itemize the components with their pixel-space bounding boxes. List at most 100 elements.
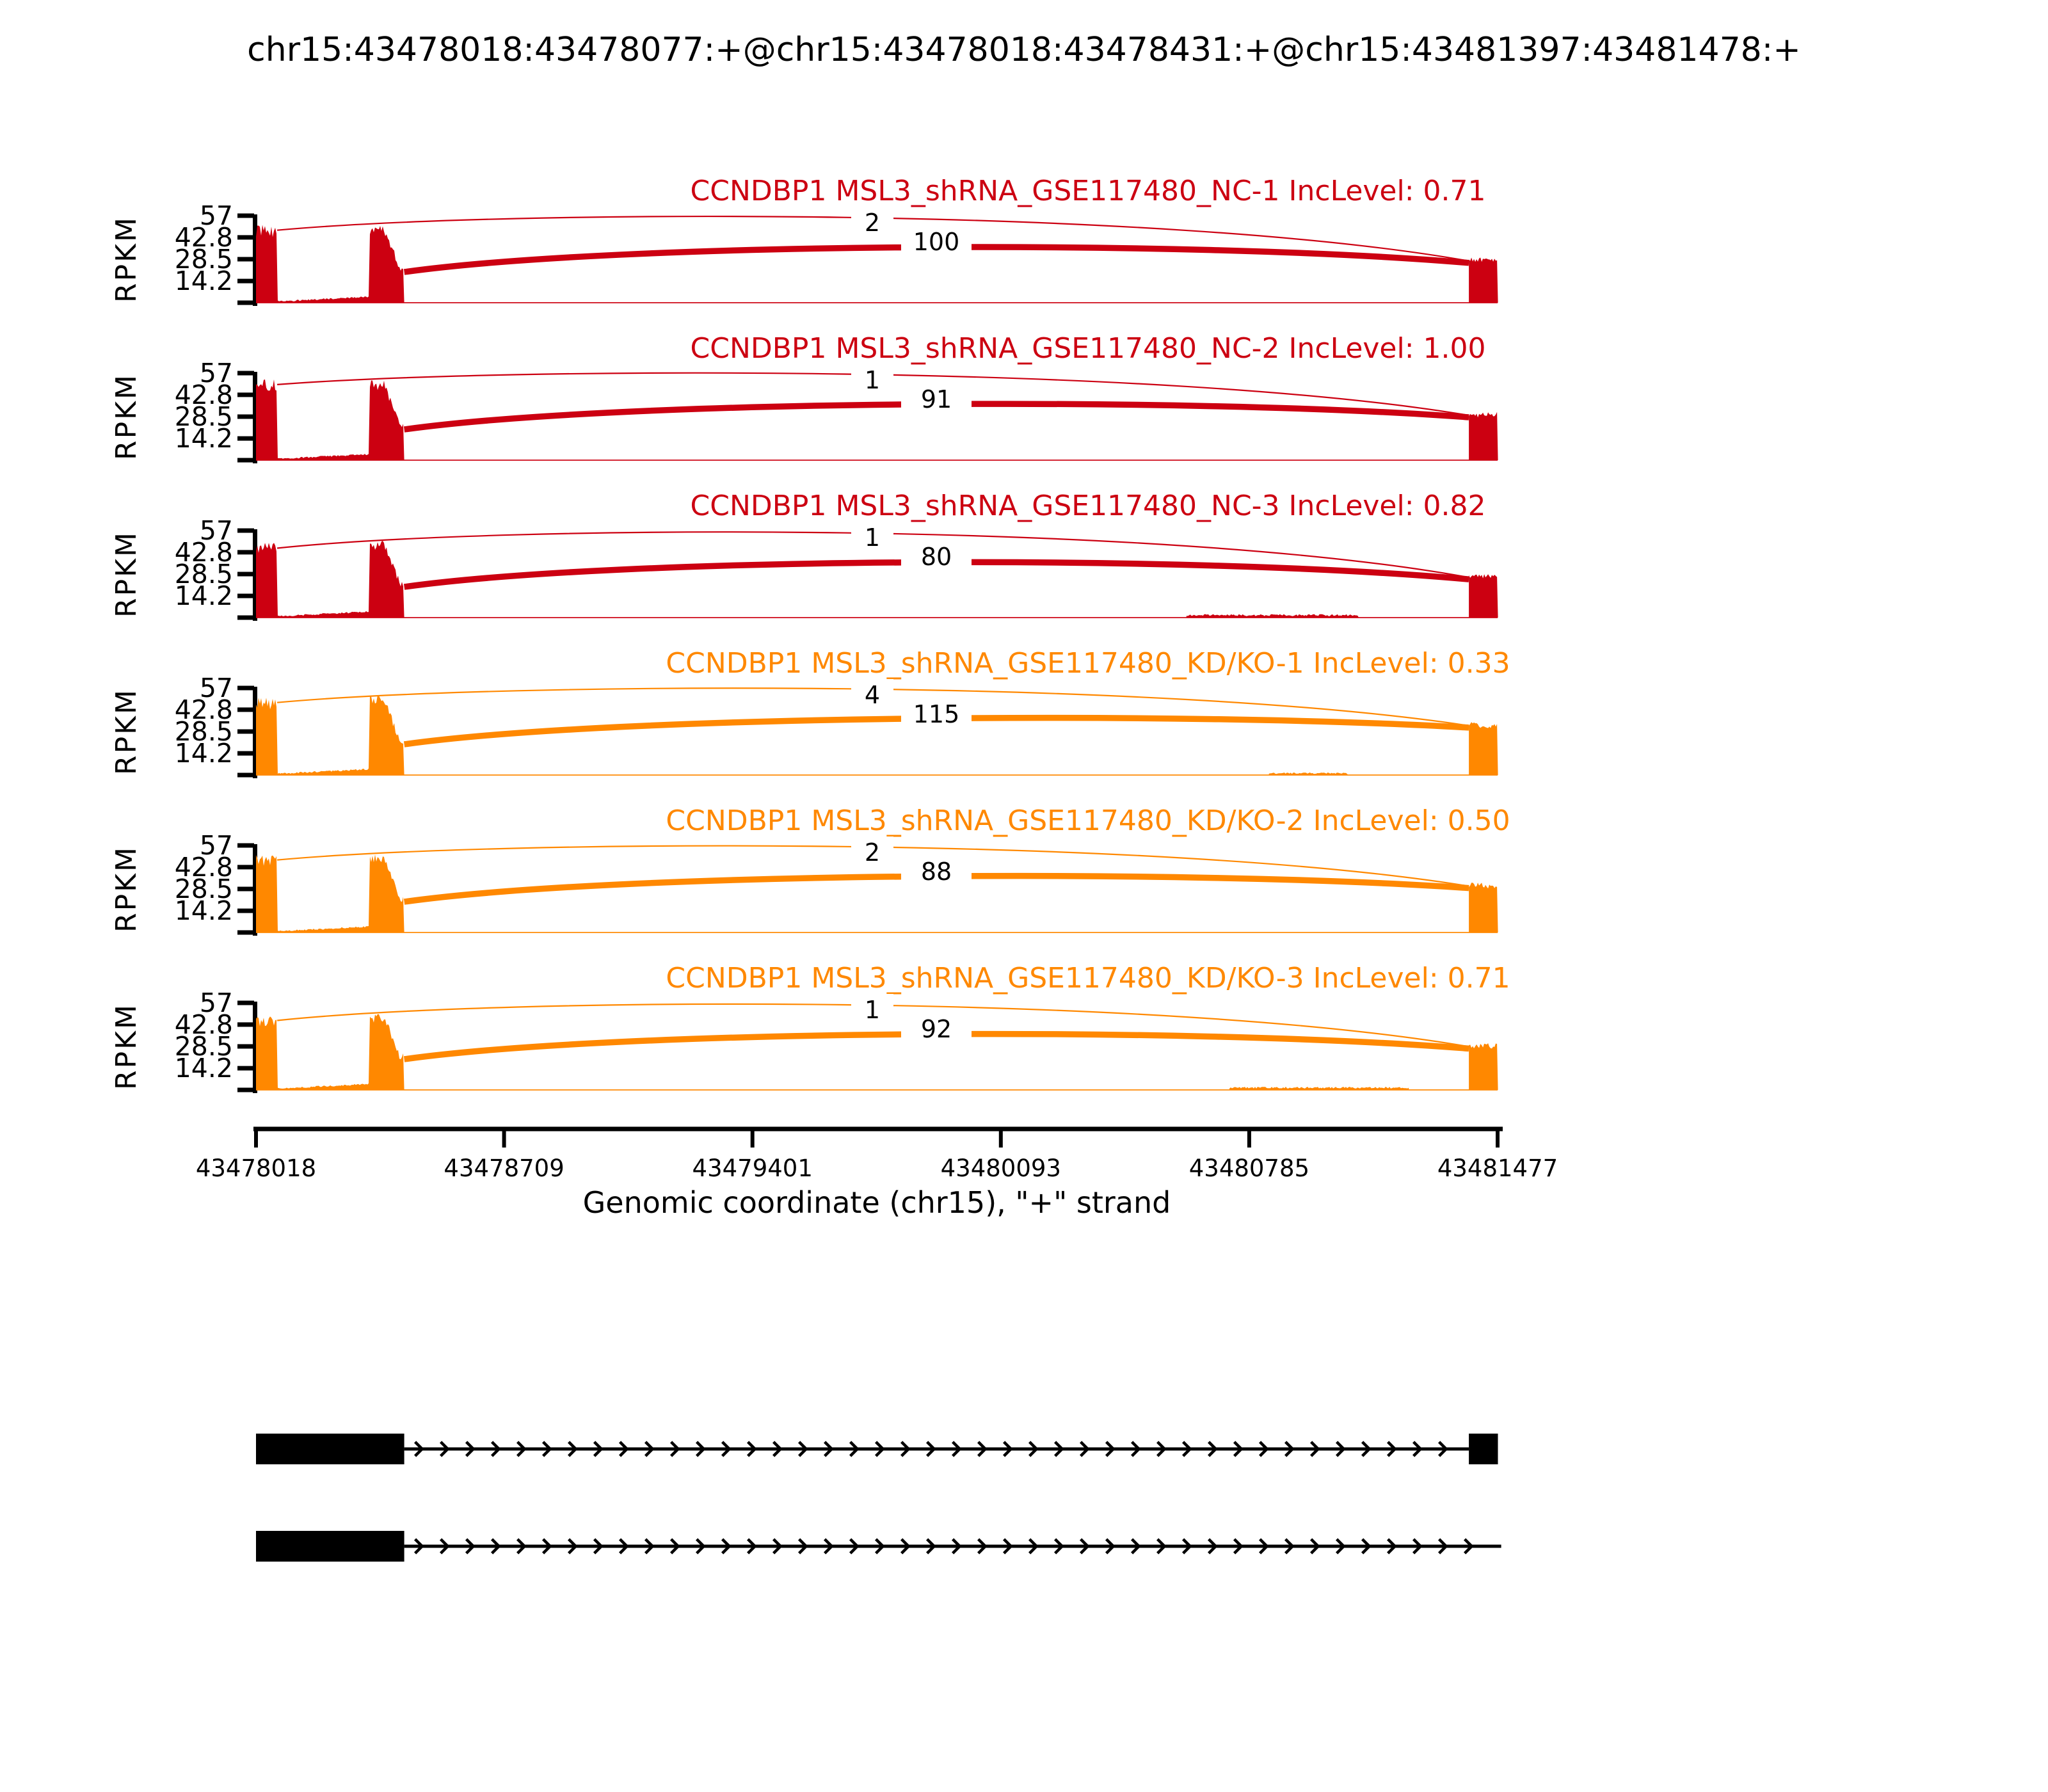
- isoform-intron-line: [404, 1544, 1501, 1548]
- intron-arrow-icon: [1336, 1441, 1346, 1457]
- coverage-area-exon1: [256, 541, 404, 618]
- x-axis-tick: [750, 1131, 755, 1148]
- junction-count-label: 80: [921, 543, 952, 571]
- intron-arrow-icon: [1361, 1441, 1372, 1457]
- intron-arrow-icon: [1182, 1441, 1192, 1457]
- intron-arrow-icon: [952, 1441, 962, 1457]
- intron-arrow-icon: [849, 1538, 860, 1555]
- y-axis-title: RPKM: [110, 216, 143, 303]
- intron-arrow-icon: [696, 1538, 706, 1555]
- intron-arrow-icon: [1080, 1441, 1090, 1457]
- intron-arrow-icon: [542, 1538, 552, 1555]
- intron-arrow-icon: [696, 1441, 706, 1457]
- y-axis-tick: [237, 436, 254, 441]
- intron-arrow-icon: [1156, 1441, 1167, 1457]
- coverage-area-exon1: [256, 1014, 404, 1090]
- y-axis-tick: [237, 615, 254, 620]
- y-tick-label: 57: [200, 515, 233, 546]
- y-tick-label: 57: [200, 988, 233, 1018]
- intron-arrow-icon: [1028, 1538, 1039, 1555]
- intron-arrow-icon: [849, 1441, 860, 1457]
- y-axis-spine: [253, 844, 257, 936]
- coverage-area-exon3: [1469, 1043, 1498, 1090]
- junction-label-box: [851, 207, 893, 241]
- intron-arrow-icon: [1233, 1538, 1244, 1555]
- y-axis-tick: [237, 213, 254, 218]
- intron-arrow-icon: [1438, 1441, 1448, 1457]
- intron-arrow-icon: [568, 1538, 578, 1555]
- intron-arrow-icon: [952, 1538, 962, 1555]
- y-tick-label: 42.8: [175, 1009, 233, 1040]
- intron-arrow-icon: [1054, 1538, 1064, 1555]
- y-axis-tick: [237, 1066, 254, 1071]
- intron-arrow-icon: [1182, 1538, 1192, 1555]
- junction-arc-thin: [276, 1003, 1469, 1048]
- intron-arrow-icon: [977, 1538, 988, 1555]
- junction-arc-thin: [277, 372, 1469, 417]
- y-axis-tick: [237, 572, 254, 577]
- junction-label-box: [901, 1012, 972, 1045]
- y-tick-label: 42.8: [175, 222, 233, 253]
- junction-count-label: 2: [865, 838, 880, 867]
- isoform-intron-line: [404, 1447, 1469, 1451]
- x-tick-label: 43480785: [1189, 1155, 1309, 1182]
- intron-arrow-icon: [1412, 1441, 1423, 1457]
- intron-arrow-icon: [824, 1441, 834, 1457]
- y-axis-title: RPKM: [110, 688, 143, 775]
- coverage-area-bump: [1186, 614, 1359, 618]
- y-axis-tick: [237, 707, 254, 712]
- y-tick-label: 42.8: [175, 852, 233, 883]
- coverage-area-exon1: [256, 854, 404, 932]
- y-axis-tick: [237, 1000, 254, 1005]
- junction-label-box: [901, 382, 972, 415]
- y-axis-spine: [253, 529, 257, 621]
- x-axis-tick: [254, 1131, 258, 1148]
- y-axis-title: RPKM: [110, 373, 143, 460]
- coverage-area-exon3: [1469, 574, 1498, 618]
- intron-arrow-icon: [644, 1538, 655, 1555]
- intron-arrow-icon: [900, 1538, 911, 1555]
- y-axis-tick: [237, 843, 254, 848]
- y-axis-tick: [237, 300, 254, 305]
- y-axis-title: RPKM: [110, 531, 143, 618]
- track-title: CCNDBP1 MSL3_shRNA_GSE117480_KD/KO-3 Inc…: [666, 962, 1510, 995]
- intron-arrow-icon: [619, 1441, 629, 1457]
- junction-arc-thin: [277, 845, 1469, 887]
- y-axis-tick: [237, 1022, 254, 1027]
- junction-arc-thin: [276, 531, 1469, 579]
- y-tick-label: 14.2: [175, 580, 233, 611]
- junction-count-label: 1: [865, 996, 880, 1024]
- y-tick-label: 14.2: [175, 266, 233, 296]
- isoform-exon: [1469, 1434, 1498, 1464]
- y-axis-tick: [237, 908, 254, 913]
- coverage-area-bump: [1229, 1087, 1409, 1090]
- intron-arrow-icon: [721, 1441, 732, 1457]
- intron-arrow-icon: [568, 1441, 578, 1457]
- intron-arrow-icon: [1387, 1441, 1397, 1457]
- y-axis-tick: [237, 1044, 254, 1049]
- y-axis-tick: [237, 1087, 254, 1092]
- junction-label-box: [851, 364, 893, 399]
- coverage-area-exon1: [256, 694, 404, 775]
- x-axis-tick: [1247, 1131, 1251, 1148]
- isoform-exon: [256, 1531, 404, 1562]
- y-axis-tick: [237, 886, 254, 892]
- y-axis-title: RPKM: [110, 845, 143, 932]
- coverage-baseline: [256, 302, 1498, 303]
- junction-count-label: 100: [913, 228, 960, 256]
- intron-arrow-icon: [1080, 1538, 1090, 1555]
- intron-arrow-icon: [926, 1441, 936, 1457]
- junction-count-label: 91: [921, 385, 952, 413]
- coverage-area-exon3: [1469, 257, 1498, 303]
- intron-arrow-icon: [1054, 1441, 1064, 1457]
- intron-arrow-icon: [516, 1441, 527, 1457]
- intron-arrow-icon: [542, 1441, 552, 1457]
- coverage-baseline: [256, 774, 1498, 776]
- y-tick-label: 57: [200, 830, 233, 861]
- coverage-baseline: [256, 932, 1498, 933]
- intron-arrow-icon: [1284, 1538, 1295, 1555]
- junction-label-box: [901, 540, 972, 573]
- intron-arrow-icon: [1003, 1538, 1013, 1555]
- intron-arrow-icon: [772, 1538, 783, 1555]
